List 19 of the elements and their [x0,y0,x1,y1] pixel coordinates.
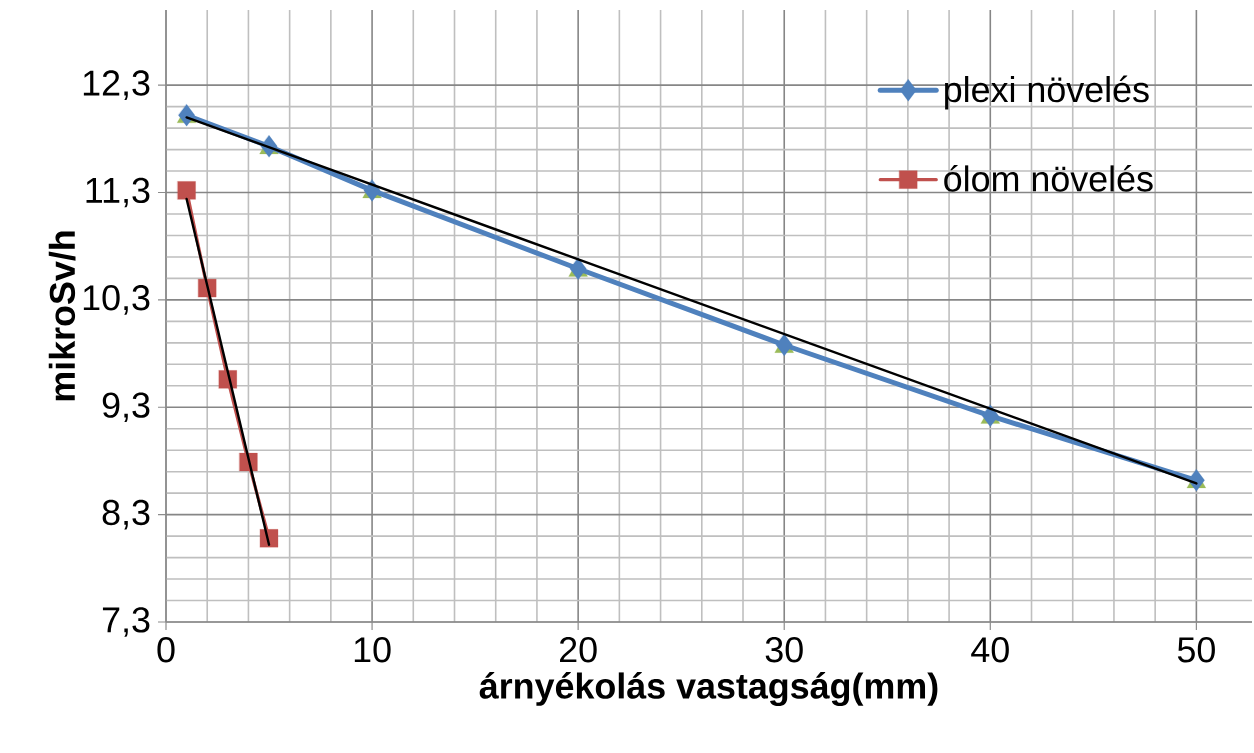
y-tick-label: 8,3 [102,499,150,530]
legend-label: plexi növelés [945,75,1149,110]
point [178,104,195,127]
x-axis-title: árnyékolás vastagság(mm) [479,672,938,707]
x-tick-label: 30 [765,637,803,663]
legend-label: ólom növelés [944,164,1153,192]
point [775,333,793,357]
point [177,181,196,200]
y-tick-label: 10,3 [83,285,150,315]
y-axis-title: mikroSv/h [48,231,76,401]
x-tick-label: 50 [1177,637,1215,663]
y-tick-label: 7,3 [102,607,150,637]
x-tick-label: 20 [560,637,597,663]
x-tick-label: 0 [157,637,175,663]
y-tick-label: 11,3 [86,177,150,208]
y-tick-label: 9,3 [102,392,150,423]
x-tick-label: 10 [354,637,391,663]
x-tick-label: 40 [971,637,1009,663]
y-tick-label: 12,3 [83,70,150,100]
